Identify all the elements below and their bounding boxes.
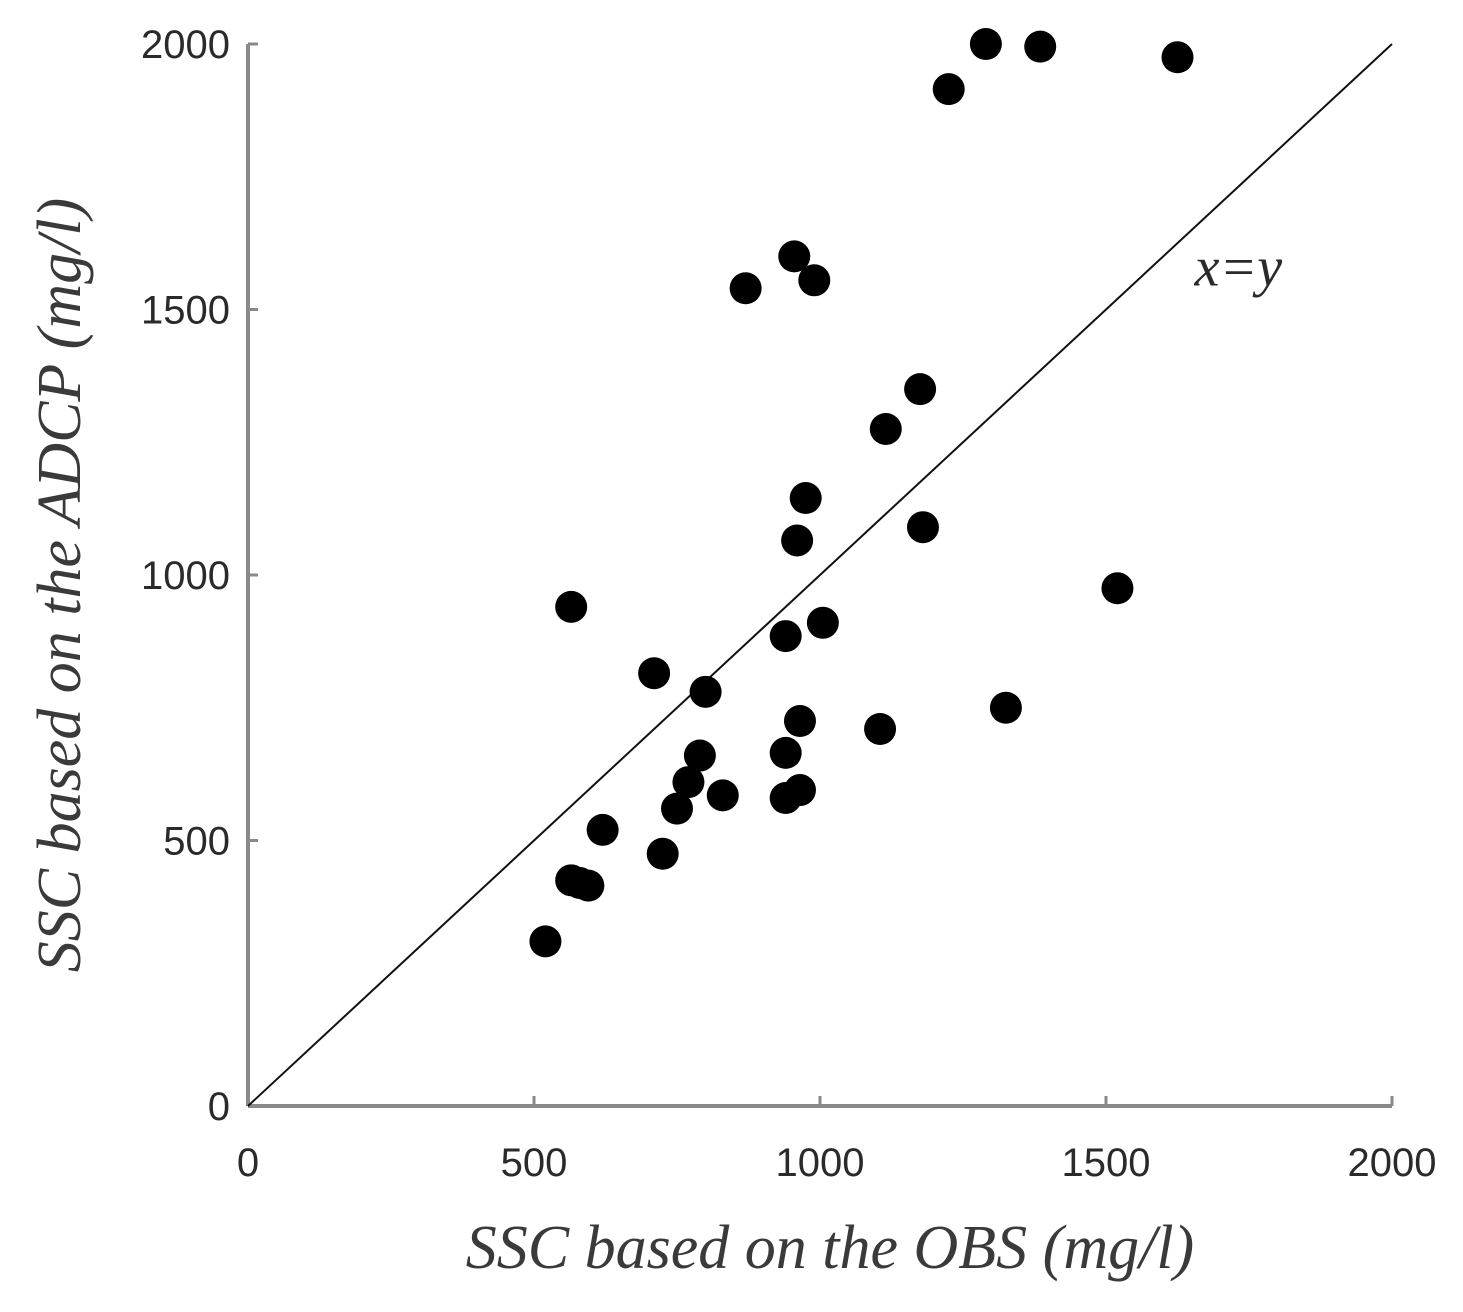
y-tick-label: 1500 — [141, 289, 230, 333]
data-point — [783, 705, 816, 738]
reference-line-label: x=y — [1194, 237, 1283, 299]
reference-line-x-equals-y — [247, 43, 1393, 1107]
y-tick-label: 500 — [163, 820, 230, 864]
data-point — [869, 412, 902, 445]
y-tick-label: 2000 — [141, 23, 230, 67]
data-point — [906, 511, 939, 544]
data-point — [781, 524, 814, 557]
data-point — [969, 28, 1002, 60]
data-point — [864, 712, 897, 745]
x-tick-label: 0 — [237, 1141, 259, 1185]
data-point — [1101, 572, 1134, 605]
data-point — [683, 739, 716, 772]
x-ticks: 0 500 1000 1500 2000 — [237, 1096, 1437, 1185]
data-point — [778, 240, 811, 273]
data-point — [689, 675, 722, 708]
x-tick-label: 2000 — [1348, 1141, 1437, 1185]
x-tick-label: 1000 — [776, 1141, 865, 1185]
data-point — [572, 869, 605, 902]
y-axis-title: SSC based on the ADCP (mg/l) — [26, 198, 94, 972]
x-tick-label: 500 — [501, 1141, 568, 1185]
x-axis-title: SSC based on the OBS (mg/l) — [466, 1214, 1194, 1282]
data-point — [1024, 30, 1057, 63]
data-point — [989, 691, 1022, 724]
y-tick-label: 1000 — [141, 554, 230, 598]
data-point — [769, 736, 802, 769]
data-point — [798, 264, 831, 297]
data-point — [783, 774, 816, 807]
y-ticks: 0 500 1000 1500 2000 — [141, 23, 258, 1129]
data-point — [672, 766, 705, 799]
data-point — [529, 925, 562, 958]
data-point — [661, 792, 693, 825]
data-point — [904, 373, 937, 406]
data-point — [769, 620, 802, 653]
data-point — [806, 606, 839, 639]
data-point — [729, 272, 762, 305]
data-point — [1161, 41, 1194, 74]
data-point — [586, 813, 619, 846]
y-tick-label: 0 — [208, 1085, 230, 1129]
data-points — [529, 28, 1194, 958]
data-point — [555, 590, 588, 623]
data-point — [706, 779, 739, 812]
data-point — [789, 482, 822, 515]
data-point — [646, 837, 679, 870]
data-point — [932, 73, 965, 106]
data-point — [638, 657, 671, 690]
x-tick-label: 1500 — [1062, 1141, 1151, 1185]
